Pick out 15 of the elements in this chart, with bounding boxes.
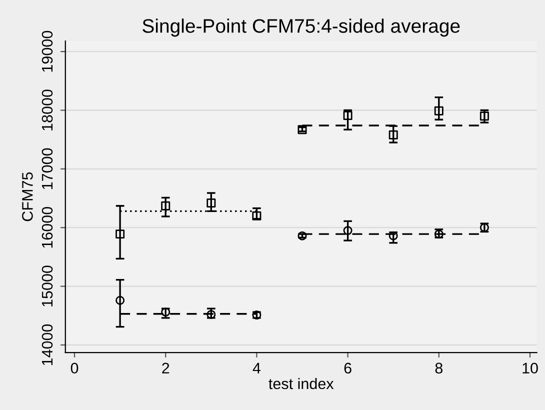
x-tick-label: 10	[522, 362, 538, 374]
y-axis-title: CFM75	[22, 172, 33, 222]
x-tick-label: 4	[252, 362, 261, 374]
x-tick-label: 0	[70, 362, 78, 374]
y-tick-label: 14000	[42, 324, 53, 366]
x-tick-label: 2	[162, 362, 170, 374]
y-tick-label: 15000	[42, 266, 53, 306]
chart-title: Single-Point CFM75:4-sided average	[142, 18, 460, 37]
x-tick-label: 8	[435, 362, 442, 374]
y-tick-label: 17000	[42, 148, 53, 189]
y-tick-label: 18000	[42, 90, 53, 130]
x-axis-title: test index	[268, 378, 334, 390]
y-tick-label: 19000	[42, 30, 53, 72]
y-tick-label: 16000	[42, 206, 53, 248]
x-tick-label: 6	[344, 362, 352, 374]
